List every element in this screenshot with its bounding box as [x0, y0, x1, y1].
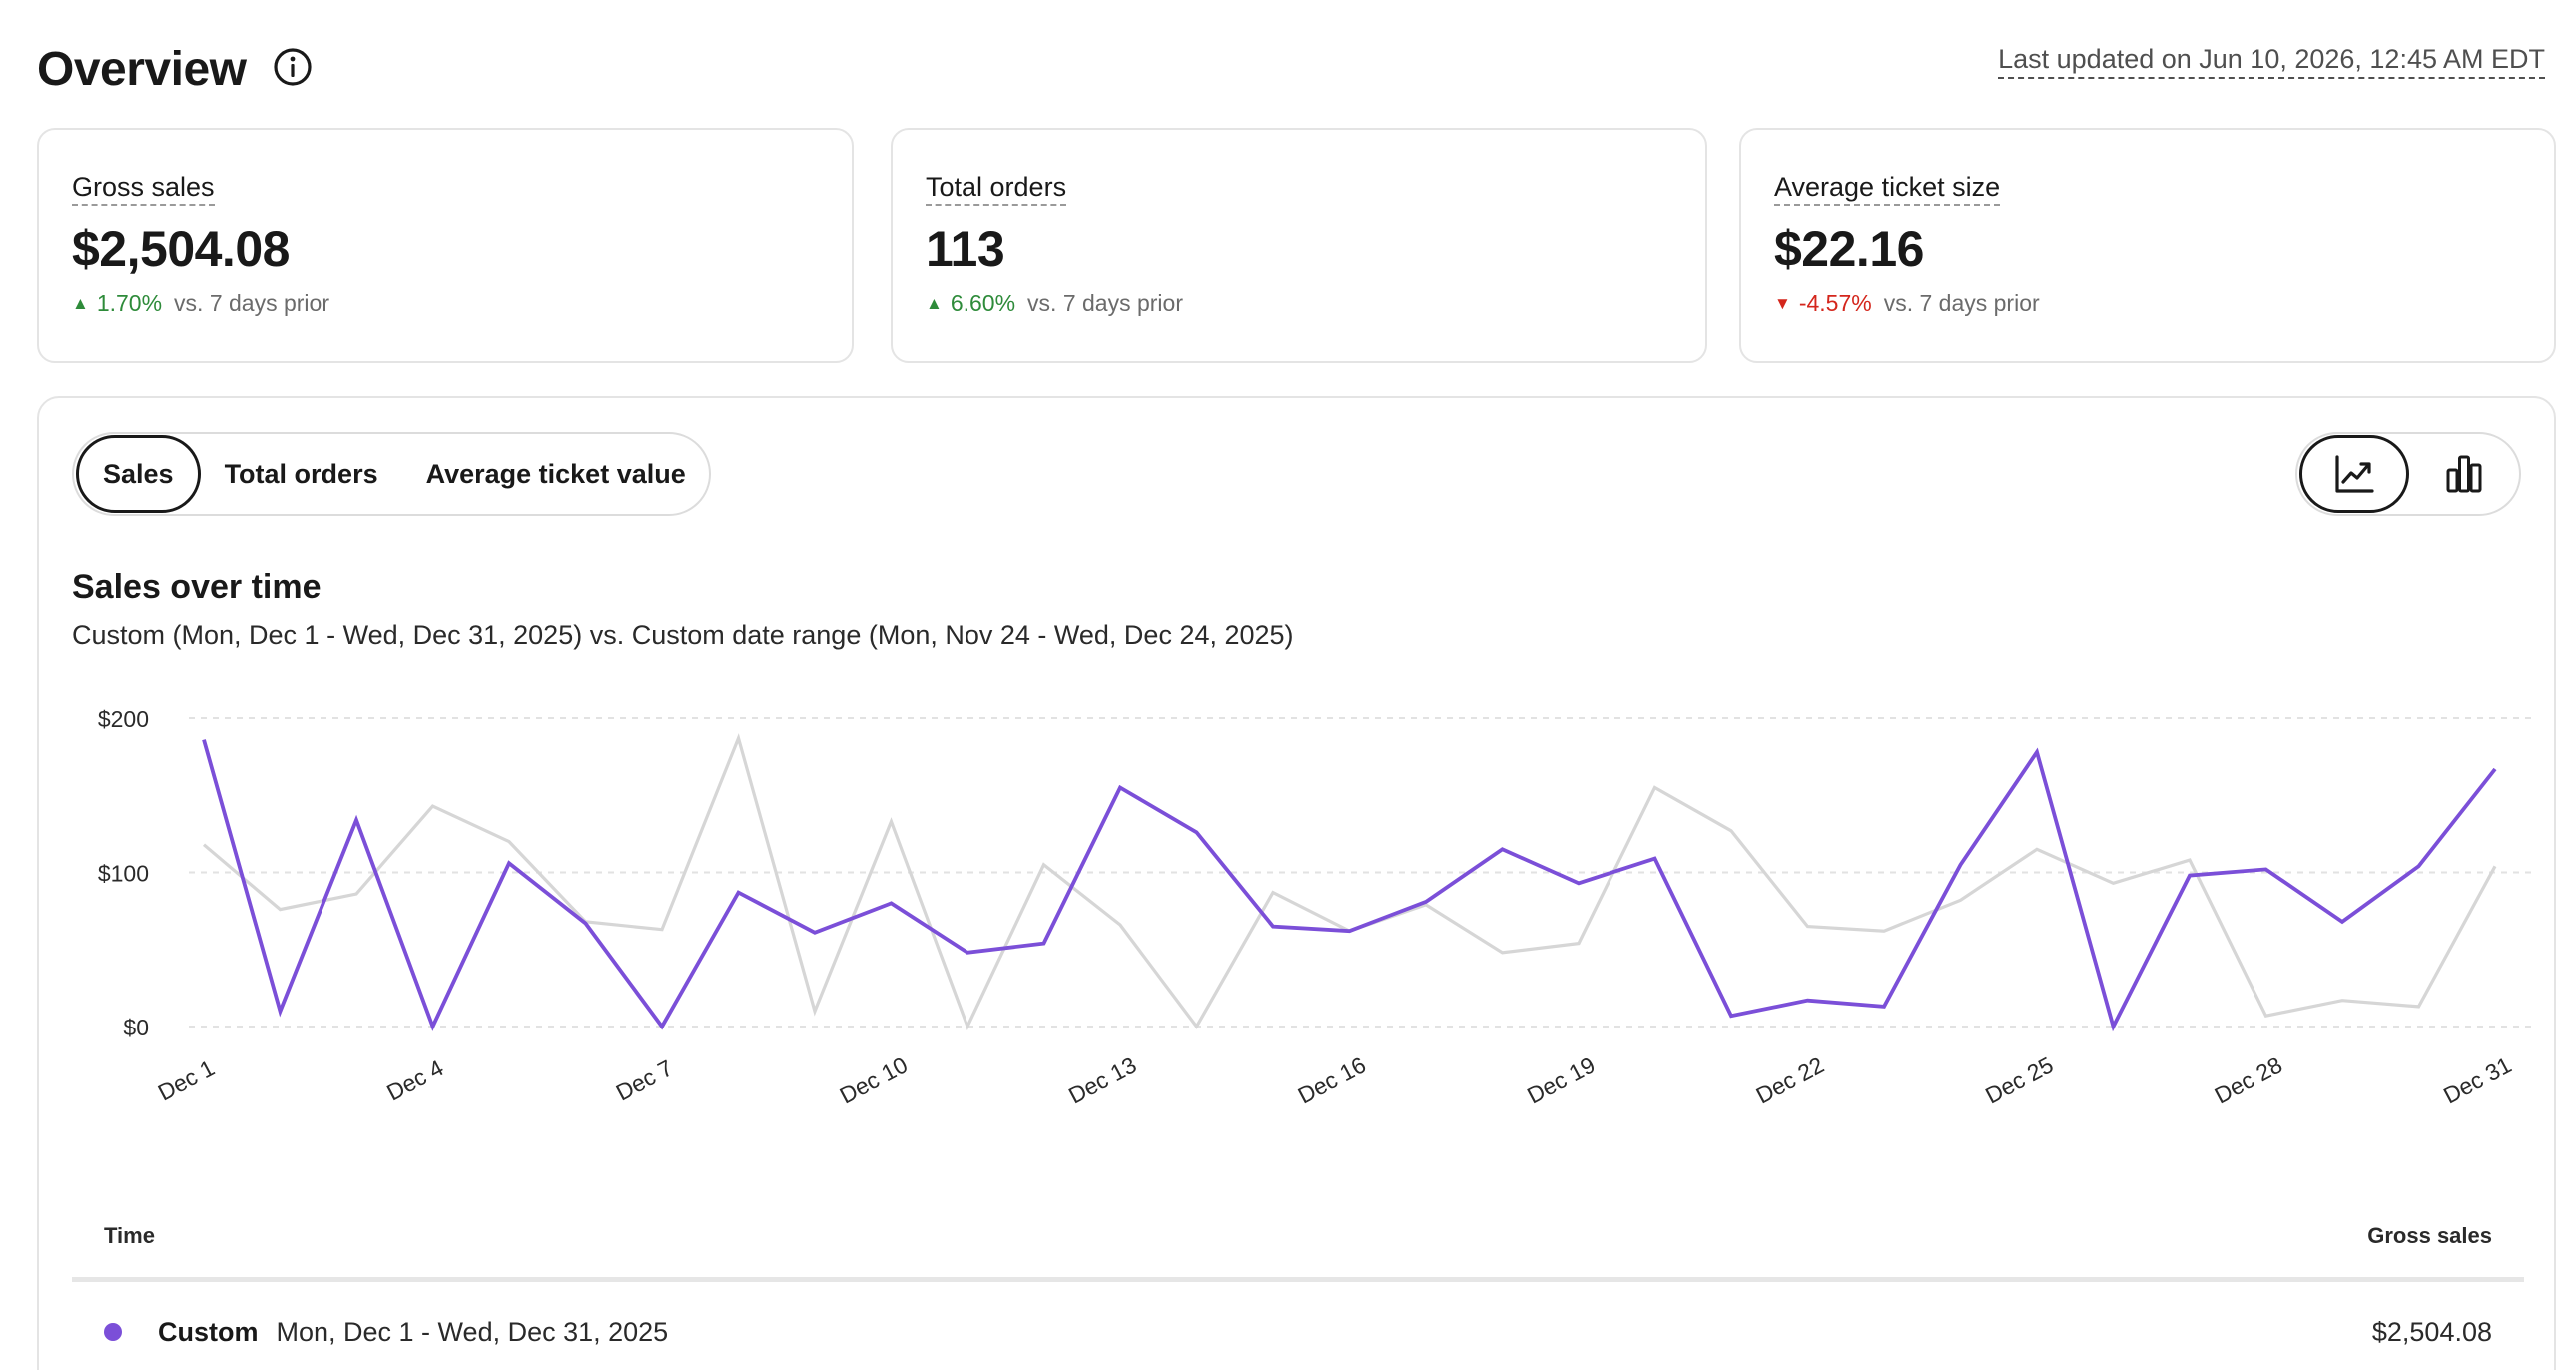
y-tick-label: $200	[98, 706, 149, 732]
metric-value: 113	[926, 221, 1005, 277]
delta-percent: 6.60%	[950, 290, 1016, 316]
last-updated-timestamp: Last updated on Jun 10, 2026, 12:45 AM E…	[1998, 44, 2545, 79]
series-line-custom	[202, 739, 2497, 1032]
comparison-text: vs. 7 days prior	[174, 290, 329, 316]
metric-delta: ▲ 1.70% vs. 7 days prior	[72, 290, 329, 317]
x-tick-label: Dec 22	[1751, 1051, 1828, 1108]
metric-label[interactable]: Total orders	[926, 172, 1067, 206]
y-tick-label: $100	[98, 861, 149, 887]
comparison-text: vs. 7 days prior	[1883, 290, 2040, 316]
x-tick-label: Dec 13	[1064, 1051, 1141, 1108]
series-name: Custom	[158, 1316, 259, 1347]
tab-average-ticket-value[interactable]: Average ticket value	[425, 458, 686, 489]
trend-down-icon: ▼	[1774, 293, 1791, 313]
table-divider	[72, 1277, 2524, 1282]
table-header-time: Time	[104, 1223, 155, 1248]
table-header-gross-sales: Gross sales	[2367, 1223, 2492, 1248]
delta-percent: -4.57%	[1798, 290, 1872, 316]
bar-chart-icon	[2446, 455, 2482, 493]
comparison-text: vs. 7 days prior	[1027, 290, 1183, 316]
page-title: Overview	[37, 43, 247, 96]
metric-value: $22.16	[1774, 221, 1924, 277]
sales-line-chart: $0 $100 $200 Dec 1 Dec 4 Dec 7 Dec 10 Dec 13 Dec…	[98, 706, 2535, 1109]
chart-title: Sales over time	[72, 568, 322, 606]
metric-label[interactable]: Gross sales	[72, 172, 215, 206]
x-tick-label: Dec 31	[2439, 1051, 2516, 1108]
line-chart-view-button[interactable]	[2299, 435, 2410, 513]
tab-sales[interactable]: Sales	[76, 435, 201, 513]
table-row: Custom Mon, Dec 1 - Wed, Dec 31, 2025 $2…	[72, 1307, 2524, 1357]
x-tick-label: Dec 28	[2210, 1051, 2286, 1108]
trend-up-icon: ▲	[72, 293, 89, 313]
tab-total-orders[interactable]: Total orders	[224, 458, 378, 489]
metric-delta: ▼ -4.57% vs. 7 days prior	[1774, 290, 2040, 317]
metric-card-gross-sales: Gross sales $2,504.08 ▲ 1.70% vs. 7 days…	[37, 128, 854, 363]
bar-chart-view-button[interactable]	[2409, 435, 2519, 513]
chart-subtitle: Custom (Mon, Dec 1 - Wed, Dec 31, 2025) …	[72, 620, 1294, 650]
metric-card-total-orders: Total orders 113 ▲ 6.60% vs. 7 days prio…	[891, 128, 1707, 363]
series-line-comparison	[202, 733, 2497, 1031]
metric-card-average-ticket-size: Average ticket size $22.16 ▼ -4.57% vs. …	[1739, 128, 2556, 363]
overview-header: Overview Last updated on Jun 10, 2026, 1…	[37, 38, 2545, 98]
series-date-range: Mon, Dec 1 - Wed, Dec 31, 2025	[276, 1316, 669, 1347]
x-tick-label: Dec 7	[612, 1054, 677, 1105]
x-tick-label: Dec 1	[154, 1054, 219, 1105]
chart-panel: Sales Total orders Average ticket value …	[37, 396, 2556, 1370]
metric-tabs: Sales Total orders Average ticket value	[72, 432, 711, 516]
x-tick-label: Dec 10	[835, 1051, 912, 1108]
x-tick-label: Dec 16	[1293, 1051, 1370, 1108]
line-chart-icon	[2335, 455, 2374, 493]
x-tick-label: Dec 25	[1981, 1051, 2058, 1108]
x-tick-label: Dec 4	[382, 1054, 447, 1105]
series-color-dot	[104, 1323, 122, 1341]
x-tick-label: Dec 19	[1523, 1051, 1600, 1108]
info-icon[interactable]	[272, 46, 314, 88]
metric-delta: ▲ 6.60% vs. 7 days prior	[926, 290, 1183, 317]
trend-up-icon: ▲	[926, 293, 943, 313]
metric-value: $2,504.08	[72, 221, 290, 277]
delta-percent: 1.70%	[96, 290, 163, 316]
series-total: $2,504.08	[2371, 1316, 2492, 1347]
metric-label[interactable]: Average ticket size	[1774, 172, 2001, 206]
y-tick-label: $0	[123, 1015, 149, 1040]
chart-view-toggle	[2295, 432, 2521, 516]
